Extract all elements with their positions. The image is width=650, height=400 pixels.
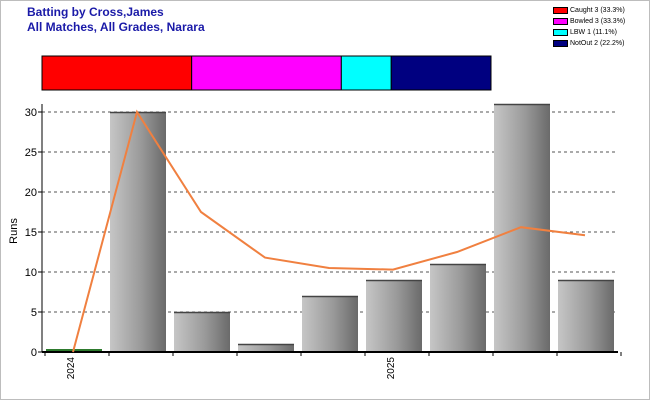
y-axis-label: Runs (8, 218, 20, 244)
bar (430, 264, 486, 352)
legend-item-caught: Caught 3 (33.3%) (553, 5, 625, 15)
bar (366, 280, 422, 352)
y-tick-label: 0 (31, 347, 37, 359)
chart-title: Batting by Cross,James (27, 5, 164, 19)
bars (46, 103, 614, 352)
bar (558, 280, 614, 352)
dismissal-segment-lbw (340, 55, 392, 91)
legend: Caught 3 (33.3%) Bowled 3 (33.3%) LBW 1 … (553, 5, 625, 49)
legend-swatch (553, 17, 568, 25)
legend-label: Bowled 3 (33.3%) (570, 17, 626, 25)
legend-label: LBW 1 (11.1%) (570, 28, 617, 36)
legend-swatch (553, 6, 568, 14)
legend-item-bowled: Bowled 3 (33.3%) (553, 16, 625, 26)
x-tick-labels: 2024 2025 (66, 357, 397, 380)
legend-item-notout: NotOut 2 (22.2%) (553, 38, 625, 48)
bar (238, 344, 294, 352)
y-tick-label: 15 (25, 227, 37, 239)
bar (110, 112, 166, 352)
axes (41, 104, 622, 356)
bar (302, 296, 358, 352)
bar (174, 312, 230, 352)
legend-label: NotOut 2 (22.2%) (570, 39, 625, 47)
legend-swatch (553, 28, 568, 36)
x-tick-label: 2024 (66, 357, 77, 380)
y-tick-label: 20 (25, 187, 37, 199)
y-ticks: 0 5 10 15 20 25 30 (25, 107, 42, 359)
trend-line (72, 109, 586, 353)
y-tick-label: 25 (25, 147, 37, 159)
y-tick-label: 30 (25, 107, 37, 119)
dismissal-segment-bowled (191, 55, 342, 91)
legend-swatch (553, 39, 568, 47)
chart-subtitle: All Matches, All Grades, Narara (27, 20, 205, 34)
y-tick-label: 5 (31, 307, 37, 319)
legend-label: Caught 3 (33.3%) (570, 6, 625, 14)
dismissal-segment-notout (390, 55, 492, 91)
y-tick-label: 10 (25, 267, 37, 279)
legend-item-lbw: LBW 1 (11.1%) (553, 27, 625, 37)
x-tick-label: 2025 (386, 357, 397, 380)
dismissal-segment-caught (41, 55, 193, 91)
dismissal-stacked-bar (41, 55, 492, 91)
